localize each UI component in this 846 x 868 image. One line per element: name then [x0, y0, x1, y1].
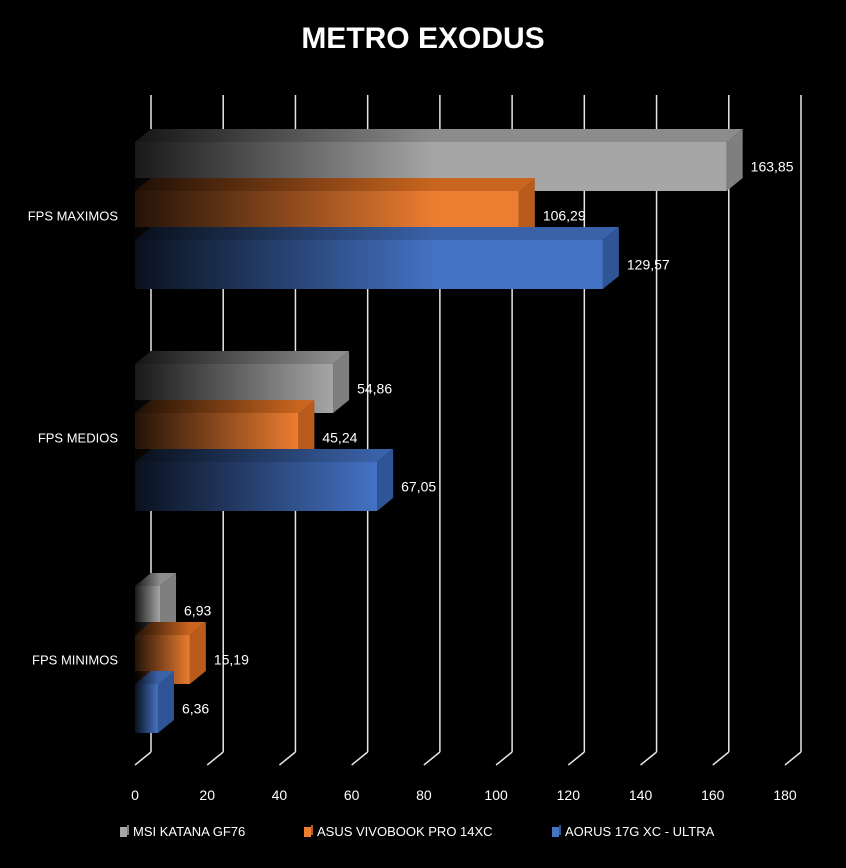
legend-item: ASUS VIVOBOOK PRO 14XC: [304, 824, 493, 839]
bar: 45,24: [135, 400, 358, 462]
gridline-floor: [423, 751, 441, 766]
tick-label: 0: [131, 787, 139, 803]
data-label: 67,05: [401, 479, 436, 495]
legend-swatch-side: [311, 825, 313, 835]
bar: 129,57: [135, 227, 670, 289]
legend: MSI KATANA GF76 ASUS VIVOBOOK PRO 14XC AOR…: [120, 824, 715, 839]
data-label: 129,57: [627, 257, 670, 273]
data-label: 6,93: [184, 603, 211, 619]
legend-swatch-side: [559, 825, 561, 835]
legend-item: AORUS 17G XC - ULTRA: [552, 824, 715, 839]
gridline-floor: [640, 751, 658, 766]
data-label: 106,29: [543, 208, 586, 224]
bar: 6,36: [135, 671, 209, 733]
gridline-floor: [134, 751, 152, 766]
category-label: FPS MEDIOS: [38, 431, 119, 446]
bar-shade: [135, 227, 435, 289]
tick-label: 120: [557, 787, 581, 803]
legend-label: AORUS 17G XC - ULTRA: [565, 824, 715, 839]
legend-swatch: [304, 827, 311, 837]
bars: 163,85 106,29 129,57 54,86 45,24 67,05 6,93 15,…: [135, 129, 794, 733]
category-labels: FPS MAXIMOS FPS MEDIOS FPS MINIMOS: [28, 209, 119, 668]
data-label: 163,85: [751, 159, 794, 175]
chart-title: METRO EXODUS: [301, 22, 544, 55]
gridline-floor: [206, 751, 224, 766]
bar-shade: [135, 449, 378, 511]
gridline-floor: [278, 751, 296, 766]
tick-label: 100: [484, 787, 508, 803]
x-axis-ticks: 0 20 40 60 80 100 120 140 160 180: [131, 787, 797, 803]
tick-label: 140: [629, 787, 653, 803]
bar-side: [602, 227, 619, 289]
bar-side: [333, 351, 350, 413]
data-label: 45,24: [322, 430, 357, 446]
bar: 67,05: [135, 449, 436, 511]
bar-side: [298, 400, 315, 462]
tick-label: 40: [272, 787, 288, 803]
category-label: FPS MINIMOS: [32, 653, 118, 668]
bar-side: [726, 129, 743, 191]
legend-swatch-side: [127, 825, 129, 835]
gridline-floor: [712, 751, 730, 766]
gridline-floor: [495, 751, 513, 766]
data-label: 6,36: [182, 701, 209, 717]
legend-label: ASUS VIVOBOOK PRO 14XC: [317, 824, 493, 839]
category-label: FPS MAXIMOS: [28, 209, 119, 224]
tick-label: 180: [773, 787, 797, 803]
tick-label: 80: [416, 787, 432, 803]
legend-swatch: [552, 827, 559, 837]
legend-label: MSI KATANA GF76: [133, 824, 245, 839]
legend-swatch: [120, 827, 127, 837]
bar-side: [377, 449, 394, 511]
bar-side: [157, 671, 174, 733]
legend-item: MSI KATANA GF76: [120, 824, 245, 839]
tick-label: 20: [199, 787, 215, 803]
bar-side: [160, 573, 177, 635]
gridline-floor: [351, 751, 369, 766]
bar-side: [518, 178, 535, 240]
gridline-floor: [567, 751, 585, 766]
bar-side: [189, 622, 206, 684]
gridline-floor: [784, 751, 802, 766]
data-label: 15,19: [214, 652, 249, 668]
bar-shade: [135, 671, 158, 733]
data-label: 54,86: [357, 381, 392, 397]
tick-label: 160: [701, 787, 725, 803]
tick-label: 60: [344, 787, 360, 803]
